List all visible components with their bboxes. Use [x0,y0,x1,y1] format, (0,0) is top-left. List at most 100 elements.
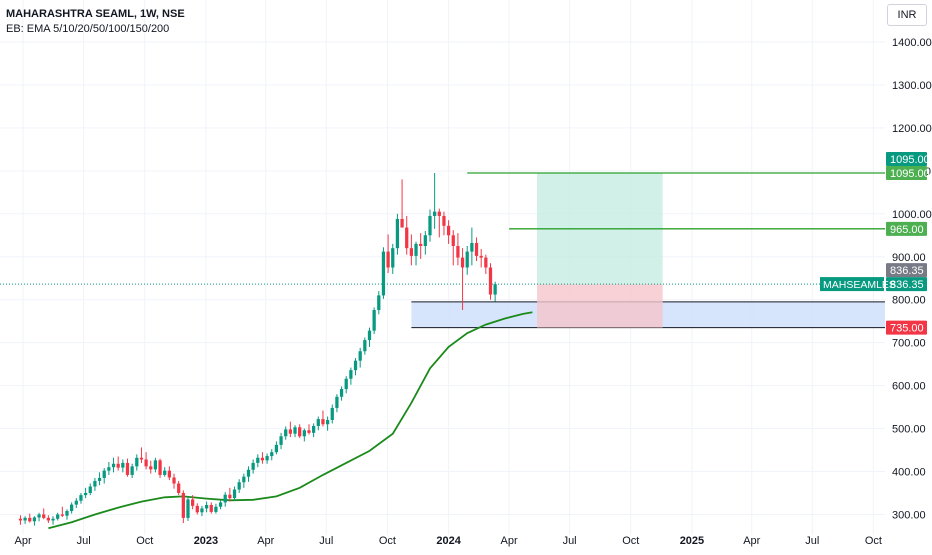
candle-body [302,430,306,437]
candle-body [232,489,237,499]
candle [377,291,381,315]
candle-body [153,460,158,470]
candle [97,472,102,486]
candle [307,424,311,435]
candle-body [367,330,372,341]
target-label-text: 1095.00 [890,168,930,180]
ref-price-label-bg [886,263,927,278]
candle-body [177,483,181,493]
candle-body [204,505,209,509]
candle-body [56,514,60,519]
time-tick-label: Apr [15,535,32,547]
candle-body [214,506,218,512]
candle [335,394,339,413]
candle-body [97,477,102,481]
candle-body [195,505,199,513]
candle [451,230,455,266]
candle-body [484,257,488,268]
chart-legend: MAHARASHTRA SEAML, 1W, NSE EB: EMA 5/10/… [6,7,185,37]
candle [153,457,158,473]
candle [158,458,162,478]
candle-body [335,396,339,408]
candle-body [163,470,167,475]
candle-body [42,514,46,518]
candle [139,447,144,463]
candle-body [298,427,302,437]
candle-body [339,389,344,397]
indicator-title[interactable]: EB: EMA 5/10/20/50/100/150/200 [6,23,170,35]
candle [56,512,60,521]
candle-body [386,251,390,268]
candle-body [381,251,386,296]
candle-body [460,257,465,268]
candle [302,428,306,442]
candle-body [251,462,255,470]
candle-body [353,360,358,371]
candle [83,487,88,499]
candle [51,516,55,525]
candle [46,515,51,524]
candle-body [46,517,51,521]
candle-body [274,444,279,453]
candle [433,172,437,229]
candle-body [121,462,125,468]
candle [344,376,348,394]
candle [246,466,251,482]
candle [70,502,74,514]
candle [405,215,409,255]
candle [181,490,185,524]
candle-body [419,243,423,247]
candle [358,347,362,368]
candle [204,501,209,513]
candle [223,492,227,507]
secondary-target-label-bg [886,221,927,236]
target-label: 1095.00 [886,165,930,180]
symbol-title[interactable]: MAHARASHTRA SEAML, 1W, NSE [6,7,185,22]
candle [270,449,274,461]
candle-body [172,477,176,484]
price-tick-label: 1400.00 [892,37,932,49]
candle [37,512,41,522]
symbol-tag-bg [820,277,884,292]
price-tick-label: 800.00 [892,295,926,307]
currency-button[interactable]: INR [887,4,927,26]
candle-body [428,215,432,236]
candle [28,513,32,523]
candle-body [446,225,451,236]
candle-body [70,504,74,512]
time-tick-label: Apr [257,535,274,547]
position-zones [411,172,885,329]
price-tick-label: 1000.00 [892,209,932,221]
price-tick-label: 500.00 [892,424,926,436]
ema-line [48,311,533,530]
candle [121,459,125,473]
ref-target-label-text: 1095.00 [890,154,930,166]
candle-body [167,470,172,478]
candle [395,213,400,255]
candle [386,234,390,274]
price-tick-label: 900.00 [892,252,926,264]
candle [479,249,483,268]
time-tick-label: Jul [563,535,577,547]
candle [298,424,302,438]
price-tick-label: 1300.00 [892,80,932,92]
price-tick-label: 400.00 [892,467,926,479]
secondary-target-label-text: 965.00 [890,224,924,236]
candle [232,486,237,501]
candle [465,246,469,275]
candle-body [265,456,269,461]
candle-body [321,419,325,425]
candle [107,462,111,475]
candle-body [456,246,460,258]
candle [242,473,246,488]
candle-body [288,429,293,434]
candle [363,337,367,355]
candle-body [423,235,427,247]
candle-body [414,243,418,256]
candle [251,459,255,474]
time-tick-label: Jul [805,535,819,547]
candle [367,327,372,347]
candle [437,208,441,238]
